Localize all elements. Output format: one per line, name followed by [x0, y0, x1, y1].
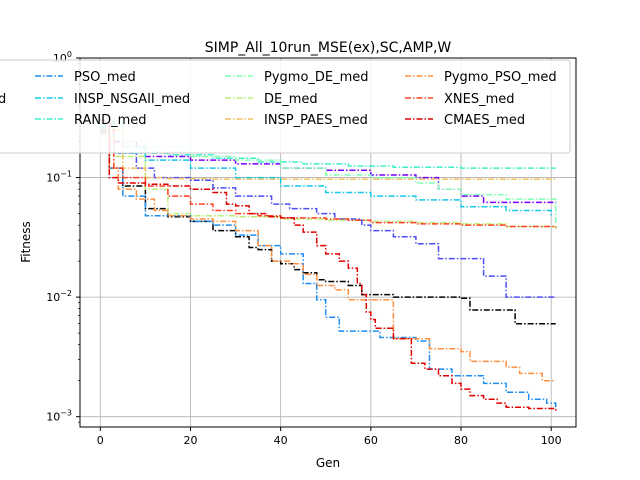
legend-entry-label: INSP_PAES_med: [264, 113, 368, 128]
x-tick-label: 0: [97, 434, 104, 447]
legend-entry-label: Pygmo_PSO_med: [444, 70, 557, 85]
legend-entry-label: DE_med: [264, 92, 318, 107]
y-tick-label: 10−1: [46, 170, 72, 185]
x-axis-label: Gen: [316, 456, 340, 470]
series-line-unnamed-2: [100, 123, 556, 298]
legend-entry-label: Pygmo_DE_med: [264, 70, 369, 85]
series-line-de-med: [100, 125, 557, 230]
x-tick-label: 60: [364, 434, 378, 447]
series-group: [100, 119, 557, 411]
chart-title: SIMP_All_10run_MSE(ex),SC,AMP,W: [205, 40, 452, 56]
series-line-insp-nsgaii-med: [100, 127, 552, 217]
legend-entry-label: PSO_med: [74, 70, 136, 85]
series-line-xnes-med: [100, 129, 557, 228]
legend-truncated-fragment: d: [0, 92, 6, 107]
legend-entry-label: INSP_NSGAII_med: [74, 92, 190, 107]
x-tick-label: 20: [183, 434, 197, 447]
legend-entry-label: CMAES_med: [444, 113, 525, 128]
x-tick-label: 40: [274, 434, 288, 447]
axes-frame: [79, 57, 577, 428]
series-line-pygmo-pso-med: [100, 133, 556, 382]
legend-box: [0, 59, 571, 154]
y-tick-label: 10−3: [46, 409, 72, 424]
x-tick-label: 80: [454, 434, 468, 447]
x-tick-label: 100: [541, 434, 562, 447]
y-tick-label: 10−2: [46, 289, 72, 304]
series-line-cmaes-med: [100, 119, 557, 411]
y-axis-label: Fitness: [19, 221, 33, 263]
legend-entry-label: XNES_med: [444, 92, 515, 107]
legend-entry-label: RAND_med: [74, 113, 147, 128]
series-line-insp-paes-med: [100, 129, 556, 180]
legend: d PSO_med INSP_NSGAII_med RAND_med Pygmo_DE_…: [0, 59, 571, 154]
